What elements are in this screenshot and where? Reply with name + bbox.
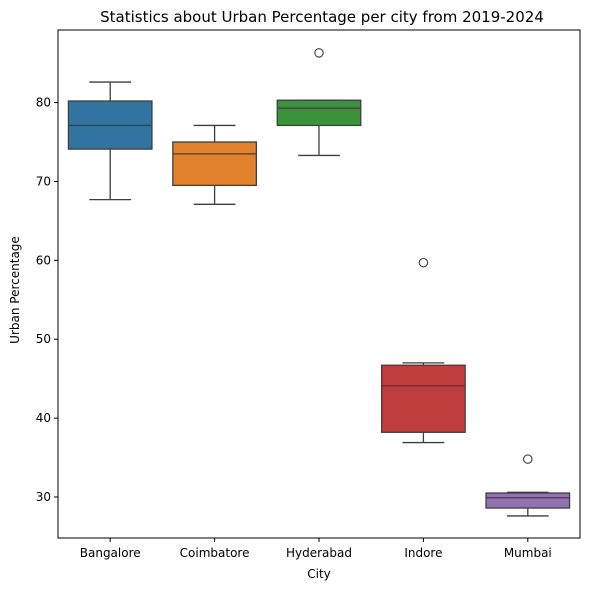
y-tick-label: 60 [36, 253, 51, 267]
plot-area: 30 40 50 60 70 80 Bangalore Coimbatore Hyderabad… [36, 48, 571, 560]
box-mumbai [485, 492, 571, 509]
x-tick-label-hyderabad: Hyderabad [286, 546, 352, 560]
x-axis-label: City [307, 567, 331, 581]
x-tick-label-mumbai: Mumbai [504, 546, 552, 560]
outlier-point-mumbai [523, 454, 533, 464]
box-indore [380, 364, 466, 433]
y-tick-label: 50 [36, 332, 51, 346]
x-tick-label-coimbatore: Coimbatore [180, 546, 250, 560]
y-tick-label: 40 [36, 411, 51, 425]
box-coimbatore [172, 141, 258, 187]
box-hyderabad [276, 99, 362, 127]
outlier-point-hyderabad [314, 48, 324, 58]
outlier-point-indore [418, 257, 429, 268]
x-tick-label-bangalore: Bangalore [80, 546, 141, 560]
chart-title: Statistics about Urban Percentage per ci… [100, 8, 544, 26]
y-tick-label: 70 [36, 174, 51, 188]
x-tick-label-indore: Indore [404, 546, 442, 560]
y-axis-label: Urban Percentage [8, 236, 22, 344]
y-tick-label: 80 [36, 96, 51, 110]
y-tick-label: 30 [36, 490, 51, 504]
plot-frame [57, 29, 581, 539]
